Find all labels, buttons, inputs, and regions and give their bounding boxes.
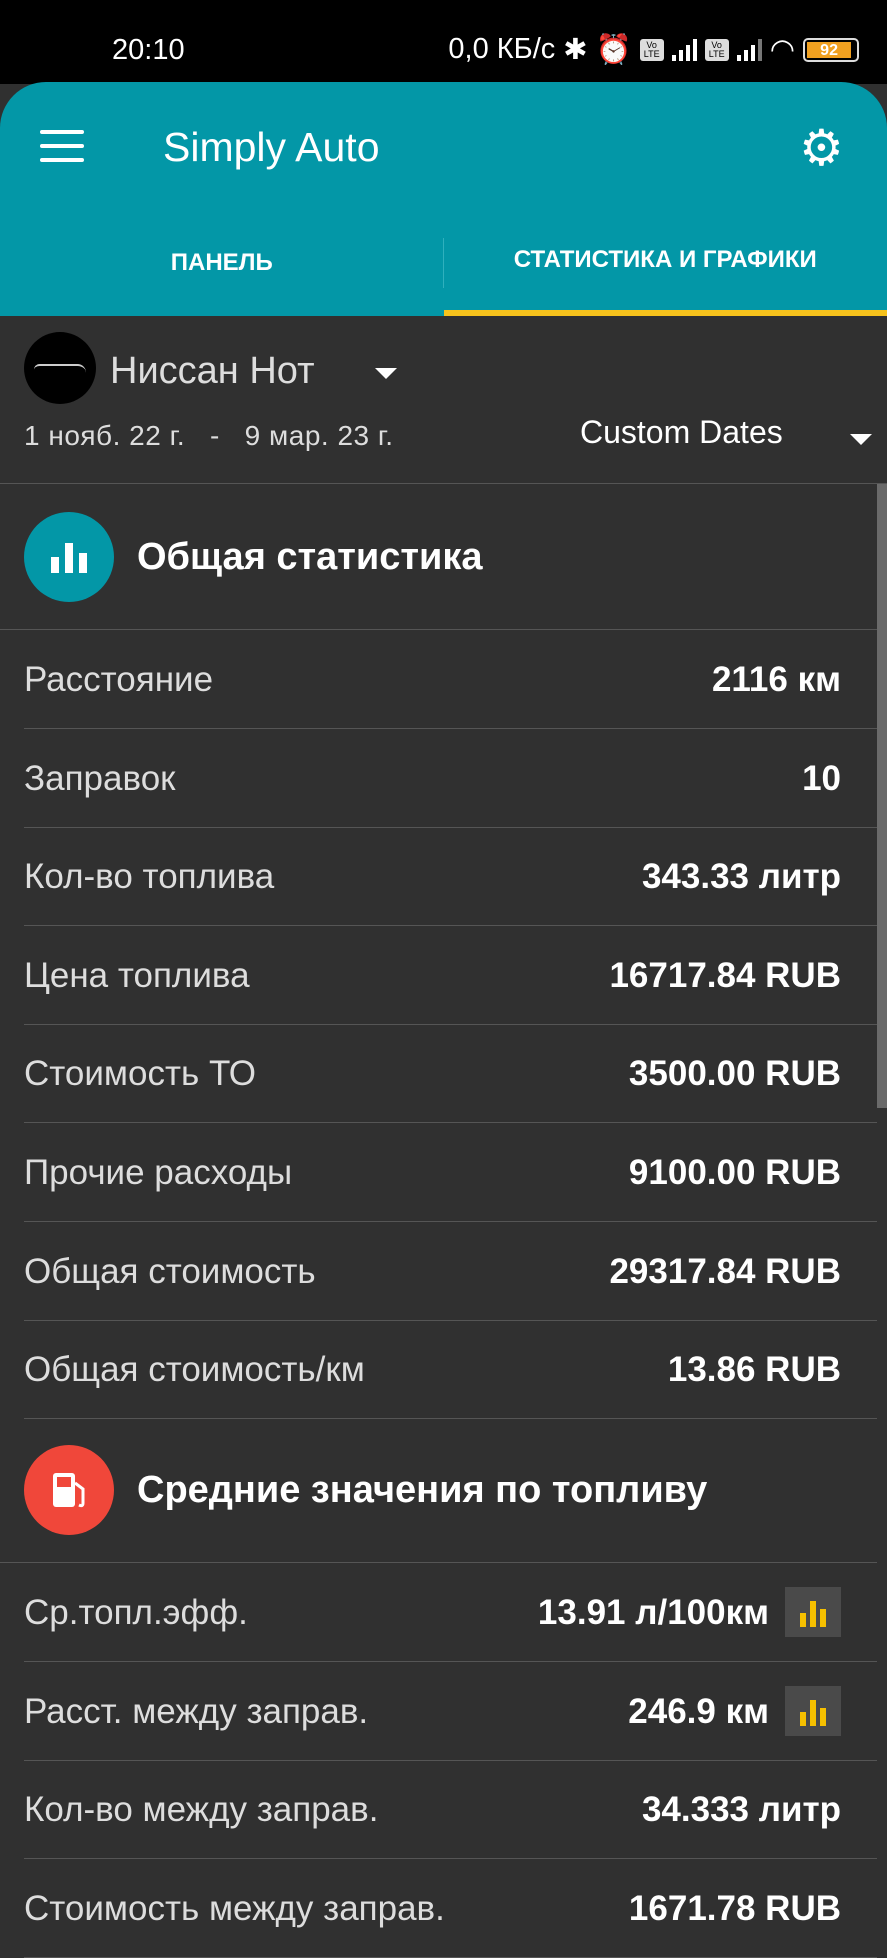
signal-icon-2 <box>737 39 762 61</box>
stat-row: Общая стоимость 29317.84 RUB <box>0 1222 877 1321</box>
stat-row: Цена топлива 16717.84 RUB <box>0 926 877 1025</box>
signal-icon <box>672 39 697 61</box>
battery-icon: 92 <box>803 38 859 62</box>
bar-chart-icon[interactable] <box>785 1587 841 1637</box>
status-time: 20:10 <box>112 34 185 67</box>
stat-value: 13.86 RUB <box>668 1350 841 1390</box>
stat-value: 3500.00 RUB <box>629 1054 841 1094</box>
tab-label: СТАТИСТИКА И ГРАФИКИ <box>514 246 817 274</box>
stat-row: Расстояние 2116 км <box>0 630 877 729</box>
date-range[interactable]: 1 нояб. 22 г. - 9 мар. 23 г. <box>24 420 393 452</box>
range-dropdown[interactable]: Custom Dates <box>580 414 783 451</box>
app-title: Simply Auto <box>163 124 380 171</box>
tab-dashboard[interactable]: ПАНЕЛЬ <box>0 210 444 316</box>
stat-label: Стоимость ТО <box>24 1054 256 1094</box>
stat-row: Стоимость между заправ. 1671.78 RUB <box>0 1859 877 1958</box>
stat-label: Стоимость между заправ. <box>24 1889 445 1929</box>
battery-level: 92 <box>807 42 851 58</box>
stat-label: Общая стоимость <box>24 1252 316 1292</box>
stat-value: 10 <box>802 759 841 799</box>
bar-chart-icon <box>24 512 114 602</box>
scrollbar[interactable] <box>877 484 887 1108</box>
general-stats-header: Общая статистика <box>0 484 877 630</box>
date-to[interactable]: 9 мар. 23 г. <box>245 420 394 451</box>
stat-label: Прочие расходы <box>24 1153 292 1193</box>
stat-value: 2116 км <box>712 660 841 700</box>
chevron-down-icon[interactable] <box>375 368 397 379</box>
tab-bar: ПАНЕЛЬ СТАТИСТИКА И ГРАФИКИ <box>0 210 887 316</box>
stat-label: Заправок <box>24 759 175 799</box>
tab-statistics[interactable]: СТАТИСТИКА И ГРАФИКИ <box>444 210 887 316</box>
volte-icon: Vo LTE <box>640 39 664 61</box>
stat-row: Кол-во между заправ. 34.333 литр <box>0 1760 877 1859</box>
stat-row: Стоимость ТО 3500.00 RUB <box>0 1024 877 1123</box>
app-bar: Simply Auto ⚙ <box>0 82 887 210</box>
wifi-icon: ◠ <box>770 32 795 67</box>
stat-label: Цена топлива <box>24 956 250 996</box>
alarm-icon: ⏰ <box>596 33 632 67</box>
tab-label: ПАНЕЛЬ <box>171 249 273 277</box>
stat-label: Расстояние <box>24 660 213 700</box>
stat-label: Кол-во топлива <box>24 857 274 897</box>
stat-row: Кол-во топлива 343.33 литр <box>0 827 877 926</box>
stat-value: 13.91 л/100км <box>538 1593 769 1633</box>
section-title: Средние значения по топливу <box>137 1469 707 1512</box>
stat-value: 34.333 литр <box>642 1790 841 1830</box>
bar-chart-icon[interactable] <box>785 1686 841 1736</box>
network-speed: 0,0 КБ/с <box>448 33 555 66</box>
date-from[interactable]: 1 нояб. 22 г. <box>24 420 185 451</box>
chevron-down-icon[interactable] <box>850 434 872 445</box>
stat-row: Прочие расходы 9100.00 RUB <box>0 1123 877 1222</box>
stat-value: 9100.00 RUB <box>629 1153 841 1193</box>
stat-value: 343.33 литр <box>642 857 841 897</box>
date-separator: - <box>210 420 220 451</box>
stat-label: Ср.топл.эфф. <box>24 1593 248 1633</box>
stat-row: Общая стоимость/км 13.86 RUB <box>0 1320 877 1419</box>
car-name-dropdown[interactable]: Ниссан Нот <box>110 350 315 393</box>
volte-icon-2: Vo LTE <box>705 39 729 61</box>
bluetooth-icon: ✱ <box>563 32 587 67</box>
gear-icon[interactable]: ⚙ <box>799 118 859 178</box>
stat-value: 1671.78 RUB <box>629 1889 841 1929</box>
stat-value: 16717.84 RUB <box>609 956 841 996</box>
stat-row: Ср.топл.эфф. 13.91 л/100км <box>0 1563 877 1662</box>
stat-row: Расст. между заправ. 246.9 км <box>0 1662 877 1761</box>
hamburger-icon[interactable] <box>40 130 84 162</box>
fuel-pump-icon <box>24 1445 114 1535</box>
stat-row: Заправок 10 <box>0 729 877 828</box>
fuel-averages-header: Средние значения по топливу <box>0 1417 877 1563</box>
stat-value: 29317.84 RUB <box>609 1252 841 1292</box>
car-avatar[interactable] <box>24 332 96 404</box>
section-title: Общая статистика <box>137 536 483 579</box>
stat-label: Расст. между заправ. <box>24 1692 368 1732</box>
status-bar: 20:10 0,0 КБ/с ✱ ⏰ Vo LTE Vo LTE ◠ 92 <box>0 0 887 84</box>
stat-label: Кол-во между заправ. <box>24 1790 378 1830</box>
stat-value: 246.9 км <box>628 1692 769 1732</box>
vehicle-selector: Ниссан Нот 1 нояб. 22 г. - 9 мар. 23 г. … <box>0 316 887 484</box>
stat-label: Общая стоимость/км <box>24 1350 365 1390</box>
